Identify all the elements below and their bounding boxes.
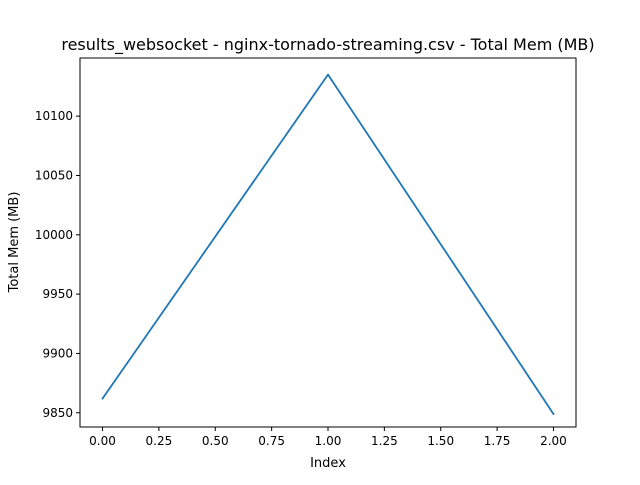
x-tick-label: 0.25 (146, 434, 173, 448)
x-tick-label: 1.75 (484, 434, 511, 448)
plot-frame (79, 57, 577, 428)
y-tick-label: 10100 (35, 109, 73, 123)
y-tick-label: 9900 (42, 346, 73, 360)
x-tick-label: 0.75 (258, 434, 285, 448)
x-tick-label: 1.25 (371, 434, 398, 448)
series-line (101, 73, 555, 416)
y-axis: 9850 9900 9950 10000 10050 10100 (35, 109, 80, 420)
x-tick-label: 2.00 (540, 434, 567, 448)
chart-title: results_websocket - nginx-tornado-stream… (61, 35, 594, 55)
x-tick-label: 0.50 (202, 434, 229, 448)
y-tick-label: 10000 (35, 228, 73, 242)
x-tick-label: 1.00 (315, 434, 342, 448)
y-tick-label: 9850 (42, 406, 73, 420)
x-axis: 0.00 0.25 0.50 0.75 1.00 1.25 1.50 1.75 2.00 (89, 427, 567, 448)
x-axis-label: Index (310, 456, 346, 471)
y-axis-label: Total Mem (MB) (7, 192, 22, 294)
plot-area (101, 73, 555, 416)
y-tick-label: 10050 (35, 168, 73, 182)
y-tick-label: 9950 (42, 287, 73, 301)
x-tick-label: 1.50 (427, 434, 454, 448)
x-tick-label: 0.00 (89, 434, 116, 448)
